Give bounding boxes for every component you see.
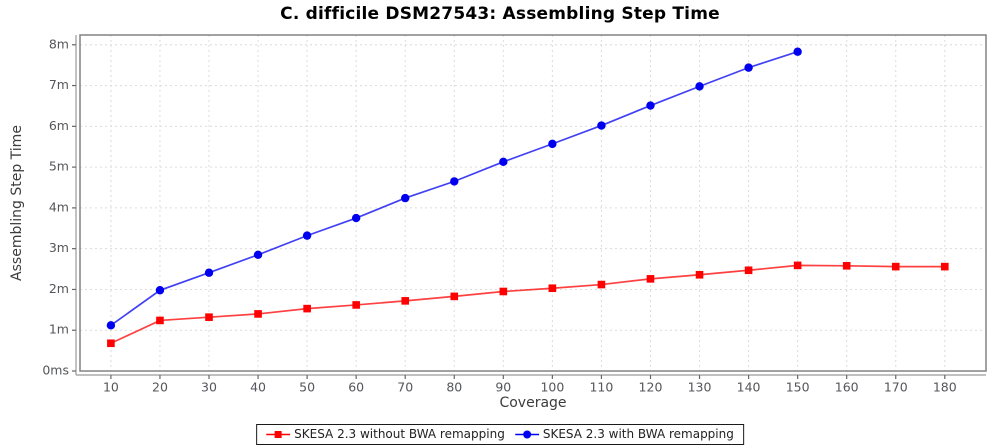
- data-point-square: [695, 270, 704, 279]
- data-point-circle: [351, 213, 361, 223]
- data-point-square: [597, 280, 606, 289]
- x-tick-label: 100: [540, 380, 564, 395]
- plot-border: [79, 34, 987, 372]
- data-point-circle: [401, 193, 410, 203]
- x-tick-label: 50: [299, 380, 315, 395]
- data-point-circle: [450, 177, 459, 186]
- data-point-square: [793, 261, 802, 270]
- data-point-square: [891, 262, 900, 271]
- x-tick-label: 170: [884, 380, 908, 395]
- x-tick-label: 110: [589, 380, 613, 395]
- y-tick-label: 5m: [49, 159, 69, 174]
- data-point-circle: [302, 231, 312, 240]
- x-tick-label: 130: [688, 380, 712, 395]
- x-tick-label: 140: [737, 380, 761, 395]
- x-tick-label: 150: [786, 380, 810, 395]
- y-tick-label: 3m: [49, 240, 69, 255]
- data-point-square: [352, 301, 360, 309]
- data-point-square: [205, 313, 213, 321]
- x-tick-label: 10: [103, 380, 119, 395]
- x-axis-label: Coverage: [499, 395, 567, 411]
- legend-label: SKESA 2.3 with BWA remapping: [542, 427, 734, 441]
- data-point-circle: [695, 82, 704, 91]
- legend-item-without-bwa: SKESA 2.3 without BWA remapping: [266, 427, 505, 441]
- y-tick-label: 8m: [49, 36, 69, 51]
- x-tick-label: 80: [446, 380, 462, 395]
- legend-item-with-bwa: SKESA 2.3 with BWA remapping: [514, 427, 734, 441]
- data-point-circle: [499, 157, 508, 167]
- data-point-square: [940, 262, 949, 271]
- data-point-circle: [744, 63, 753, 72]
- data-point-square: [744, 266, 753, 275]
- x-tick-label: 180: [933, 380, 957, 395]
- data-point-square: [156, 316, 164, 325]
- y-tick-label: 1m: [49, 322, 69, 337]
- data-point-square: [303, 304, 311, 313]
- x-tick-label: 160: [835, 380, 859, 395]
- data-point-circle: [548, 139, 557, 149]
- x-tick-label: 60: [348, 380, 364, 395]
- y-axis-label: Assembling Step Time: [9, 125, 25, 281]
- y-tick-label: 4m: [49, 199, 69, 214]
- data-point-circle: [646, 101, 655, 110]
- legend-marker-square-icon: [266, 430, 291, 438]
- y-tick-label: 2m: [49, 281, 69, 296]
- series-line: [110, 264, 945, 345]
- data-point-square: [842, 261, 851, 270]
- data-point-square: [254, 310, 262, 318]
- data-point-circle: [597, 121, 606, 130]
- y-tick-label: 7m: [49, 77, 69, 92]
- x-tick-label: 120: [639, 380, 663, 395]
- data-point-square: [499, 287, 508, 296]
- x-tick-label: 30: [201, 380, 217, 395]
- data-point-square: [646, 275, 655, 283]
- data-point-square: [107, 339, 115, 348]
- legend-marker-circle-icon: [514, 430, 539, 438]
- x-tick-label: 70: [397, 380, 413, 395]
- data-point-circle: [793, 47, 802, 56]
- x-tick-label: 20: [152, 380, 168, 395]
- data-point-circle: [204, 268, 214, 277]
- data-point-square: [401, 297, 410, 305]
- series-line: [110, 50, 798, 327]
- data-point-circle: [106, 321, 116, 330]
- x-tick-label: 90: [495, 380, 511, 395]
- data-point-circle: [253, 250, 263, 259]
- data-point-square: [548, 284, 557, 293]
- y-tick-label: 0ms: [42, 363, 69, 378]
- legend-label: SKESA 2.3 without BWA remapping: [294, 427, 505, 441]
- legend: SKESA 2.3 without BWA remapping SKESA 2.…: [256, 424, 744, 445]
- data-point-square: [450, 292, 459, 301]
- y-tick-label: 6m: [49, 118, 69, 133]
- chart-title: C. difficile DSM27543: Assembling Step T…: [280, 4, 720, 24]
- x-tick-label: 40: [250, 380, 266, 395]
- data-point-circle: [155, 286, 165, 295]
